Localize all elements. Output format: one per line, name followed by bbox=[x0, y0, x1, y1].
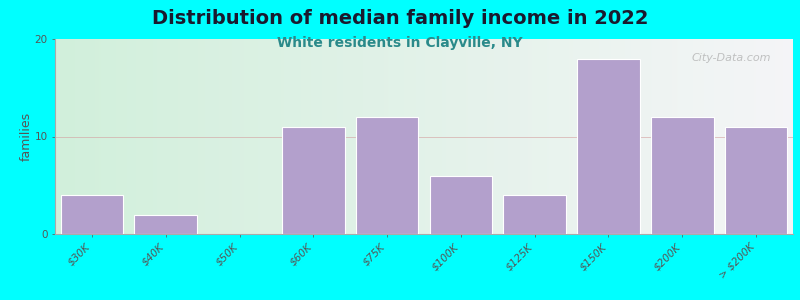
Text: City-Data.com: City-Data.com bbox=[691, 52, 770, 63]
Bar bbox=[61, 195, 123, 234]
Bar bbox=[651, 117, 714, 234]
Text: Distribution of median family income in 2022: Distribution of median family income in … bbox=[152, 9, 648, 28]
Bar bbox=[430, 176, 492, 234]
Bar bbox=[503, 195, 566, 234]
Bar bbox=[725, 127, 787, 234]
Text: White residents in Clayville, NY: White residents in Clayville, NY bbox=[277, 36, 523, 50]
Y-axis label: families: families bbox=[20, 112, 33, 161]
Bar bbox=[282, 127, 345, 234]
Bar bbox=[134, 214, 197, 234]
Bar bbox=[577, 58, 640, 234]
Bar bbox=[356, 117, 418, 234]
